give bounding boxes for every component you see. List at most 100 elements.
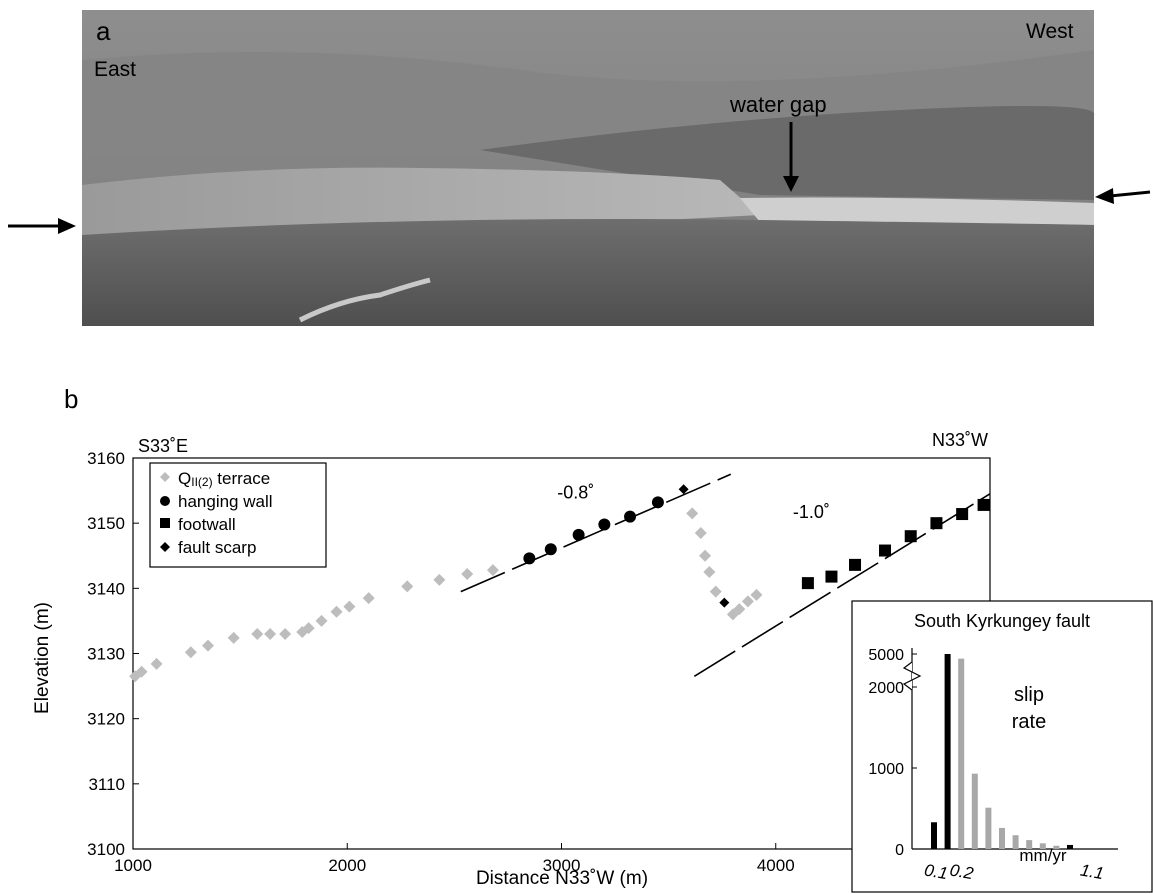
inset-bar bbox=[1012, 835, 1019, 849]
arrow-right-icon bbox=[8, 218, 76, 234]
inset-x-tick-label: 1.1 bbox=[1079, 860, 1106, 883]
inset-label-slip: slip bbox=[1014, 684, 1044, 706]
data-point bbox=[930, 517, 943, 530]
inset-bar bbox=[985, 807, 992, 849]
y-tick-label: 3160 bbox=[87, 449, 125, 468]
data-point bbox=[825, 570, 838, 583]
x-tick-label: 4000 bbox=[757, 856, 795, 875]
data-point bbox=[686, 507, 699, 520]
y-tick-label: 3100 bbox=[87, 840, 125, 859]
legend-square-icon bbox=[160, 518, 170, 528]
legend-box bbox=[149, 462, 327, 568]
data-point bbox=[433, 573, 446, 586]
legend: QII(2) terrace hanging wall footwall fau… bbox=[149, 462, 327, 568]
data-point bbox=[279, 627, 292, 640]
data-point bbox=[956, 508, 969, 521]
data-point bbox=[150, 657, 163, 670]
data-point bbox=[264, 627, 277, 640]
direction-left-label: S33˚E bbox=[138, 436, 188, 456]
panel-a-letter: a bbox=[96, 16, 111, 46]
inset-y-tick-label: 1000 bbox=[868, 761, 904, 778]
inset-y-tick-label: 0 bbox=[895, 842, 904, 859]
data-point bbox=[709, 585, 722, 598]
data-point bbox=[694, 526, 707, 539]
data-point bbox=[849, 558, 862, 571]
y-tick-label: 3130 bbox=[87, 645, 125, 664]
data-point bbox=[461, 567, 474, 580]
data-point bbox=[401, 580, 414, 593]
legend-diamond-gray-icon bbox=[160, 472, 170, 482]
legend-item-hanging-wall: hanging wall bbox=[160, 492, 273, 511]
data-point bbox=[330, 605, 343, 618]
data-point bbox=[977, 498, 990, 511]
inset-bar bbox=[971, 773, 978, 849]
x-axis-title: Distance N33˚W (m) bbox=[476, 868, 648, 889]
x-tick-label: 1000 bbox=[114, 856, 152, 875]
panel-b-letter: b bbox=[64, 384, 78, 414]
data-point bbox=[201, 639, 214, 652]
y-tick-label: 3140 bbox=[87, 579, 125, 598]
data-point bbox=[678, 484, 689, 495]
data-point bbox=[135, 665, 148, 678]
data-point bbox=[227, 631, 240, 644]
inset-y-tick-label: 5000 bbox=[868, 647, 904, 664]
data-point bbox=[598, 518, 611, 531]
data-point bbox=[879, 544, 892, 557]
legend-circle-icon bbox=[160, 496, 170, 506]
legend-label-terrace: QII(2) terrace bbox=[178, 469, 270, 489]
data-point bbox=[486, 564, 499, 577]
data-point bbox=[719, 597, 730, 608]
data-point bbox=[315, 614, 328, 627]
direction-right-label: N33˚W bbox=[932, 430, 988, 450]
data-point bbox=[801, 577, 814, 590]
data-point bbox=[251, 627, 264, 640]
inset-x-axis-title: mm/yr bbox=[1019, 846, 1067, 865]
inset-bar bbox=[999, 827, 1005, 849]
data-point bbox=[624, 510, 637, 523]
inset-bar bbox=[1067, 844, 1073, 849]
data-point bbox=[362, 592, 375, 605]
data-point bbox=[523, 552, 536, 565]
inset-bar bbox=[1026, 840, 1033, 849]
data-point bbox=[741, 595, 754, 608]
photo-background bbox=[82, 10, 1096, 326]
y-tick-label: 3120 bbox=[87, 710, 125, 729]
label-east: East bbox=[94, 58, 136, 81]
data-point bbox=[904, 530, 917, 543]
y-tick-label: 3150 bbox=[87, 514, 125, 533]
fit-angle-label: -1.0˚ bbox=[793, 502, 830, 522]
label-water-gap: water gap bbox=[729, 92, 827, 117]
inset-bar bbox=[1053, 845, 1060, 849]
panel-a-photograph: a East West water gap bbox=[8, 10, 1151, 326]
inset-bar bbox=[944, 654, 951, 849]
data-point bbox=[651, 496, 664, 509]
arrow-left-icon bbox=[1095, 188, 1151, 204]
axis-break-icon bbox=[902, 661, 922, 691]
fit-angle-label: -0.8˚ bbox=[557, 482, 594, 502]
elevation-profile-plot: S33˚E N33˚W Distance N33˚W (m) Elevation… bbox=[32, 430, 991, 889]
arrow-down-icon bbox=[783, 122, 799, 192]
legend-item-footwall: footwall bbox=[160, 515, 236, 534]
data-point bbox=[699, 549, 712, 562]
x-tick-label: 3000 bbox=[543, 856, 581, 875]
legend-item-terrace: QII(2) terrace bbox=[160, 469, 270, 489]
fit-line bbox=[460, 473, 732, 593]
data-point bbox=[733, 603, 746, 616]
inset-bar bbox=[1039, 843, 1046, 849]
inset-x-tick-label: 0.2 bbox=[948, 860, 975, 883]
data-point bbox=[343, 600, 356, 613]
legend-label-footwall: footwall bbox=[178, 515, 236, 534]
y-tick-label: 3110 bbox=[88, 775, 125, 794]
inset-label-rate: rate bbox=[1012, 711, 1046, 733]
inset-y-tick-label: 2000 bbox=[868, 680, 904, 697]
legend-label-hanging-wall: hanging wall bbox=[178, 492, 273, 511]
legend-diamond-black-icon bbox=[160, 542, 170, 552]
inset-title: South Kyrkungey fault bbox=[914, 611, 1090, 631]
legend-item-fault-scarp: fault scarp bbox=[160, 538, 256, 557]
legend-label-fault-scarp: fault scarp bbox=[178, 538, 256, 557]
inset-bar bbox=[958, 658, 965, 849]
x-tick-label: 2000 bbox=[328, 856, 366, 875]
y-axis-title: Elevation (m) bbox=[32, 602, 53, 714]
label-west: West bbox=[1026, 20, 1074, 43]
